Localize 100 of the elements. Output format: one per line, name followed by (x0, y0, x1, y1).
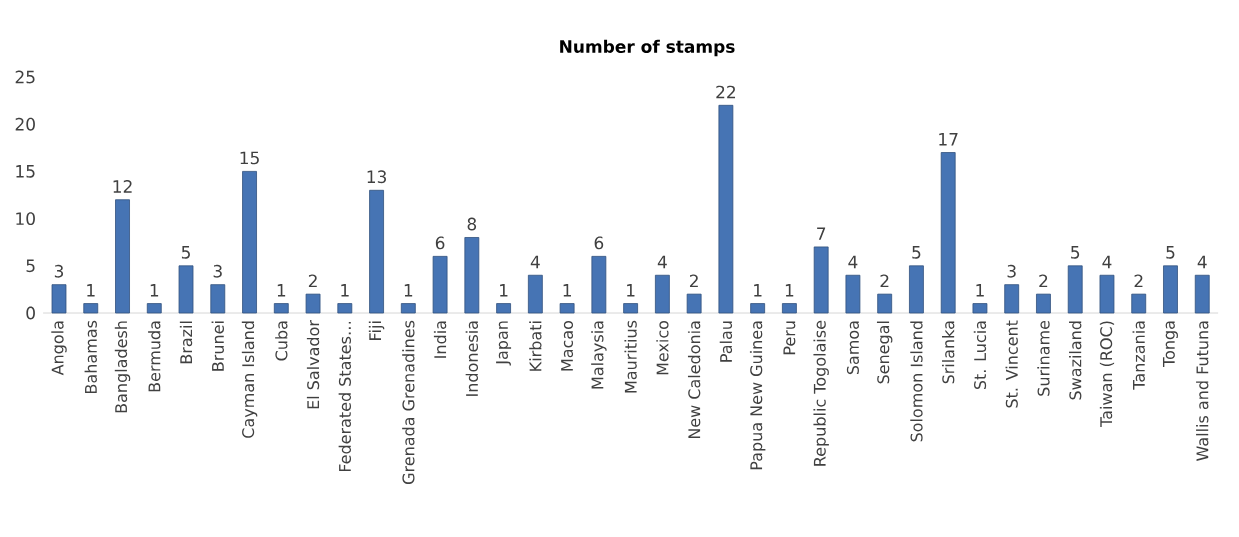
data-label: 4 (1102, 255, 1112, 269)
x-tick-label: Mauritius (624, 320, 637, 393)
data-label: 5 (1071, 246, 1080, 259)
bar (1036, 293, 1051, 314)
bar (654, 274, 670, 314)
data-label: 7 (817, 227, 826, 240)
bar (400, 303, 416, 314)
bar (686, 293, 702, 314)
x-tick-label: El Salvador (306, 320, 320, 409)
bar (813, 246, 829, 314)
x-tick-label: Cuba (275, 321, 288, 361)
data-label: 3 (1007, 264, 1016, 278)
data-label: 1 (563, 284, 571, 297)
x-tick-label: Bahamas (84, 320, 97, 393)
data-label: 4 (1197, 255, 1207, 269)
x-tick-label: Senegal (876, 321, 893, 384)
x-tick-label: Srilanka (942, 321, 955, 384)
data-label: 2 (880, 274, 889, 288)
data-label: 1 (754, 284, 762, 297)
x-tick-label: St. Vincent (1005, 320, 1018, 408)
bar (178, 265, 194, 314)
x-tick-label: Swaziland (1069, 321, 1082, 400)
x-tick-label: Indonesia (465, 321, 479, 396)
x-tick-label: Malaysia (591, 321, 607, 389)
x-tick-label: Suriname (1037, 320, 1050, 396)
data-label: 1 (500, 284, 508, 297)
bar (337, 303, 353, 314)
data-label: 6 (435, 236, 445, 250)
x-tick-label: Federated States… (338, 321, 351, 472)
x-tick-label: Bermuda (148, 321, 161, 392)
bar (1099, 274, 1115, 314)
y-tick-label: 15 (16, 165, 35, 178)
x-tick-label: Tanzania (1132, 321, 1145, 390)
data-label: 1 (404, 284, 413, 297)
data-label: 1 (341, 284, 349, 297)
x-tick-label: St. Lucia (973, 321, 987, 390)
chart-title: Number of stamps (560, 39, 735, 57)
data-label: 4 (848, 255, 858, 269)
bar (750, 303, 766, 314)
bar (464, 237, 480, 314)
data-label: 2 (1134, 274, 1143, 288)
bar (1067, 265, 1083, 314)
data-label: 2 (1039, 274, 1048, 288)
data-label: 5 (181, 246, 190, 259)
bar (591, 255, 607, 314)
x-tick-label: Macao (561, 320, 574, 371)
x-tick-label: Brazil (179, 321, 193, 364)
bar (273, 303, 289, 314)
data-label: 13 (367, 170, 387, 184)
data-label: 17 (939, 133, 958, 146)
data-label: 1 (785, 284, 794, 297)
x-tick-label: New Caledonia (687, 321, 701, 439)
x-tick-label: Mexico (656, 320, 669, 375)
x-tick-label: Taiwan (ROC) (1099, 321, 1115, 427)
bar (972, 303, 988, 314)
data-label: 1 (976, 284, 984, 297)
bar (369, 189, 384, 314)
bar (146, 303, 162, 314)
data-label: 3 (213, 264, 222, 278)
x-tick-label: Papua New Guinea (749, 321, 766, 470)
data-label: 5 (912, 246, 921, 259)
x-tick-label: Republic Togolaise (813, 320, 829, 466)
x-tick-label: Solomon Island (910, 321, 923, 442)
x-tick-label: Samoa (846, 321, 859, 375)
x-tick-label: Wallis and Futuna (1196, 321, 1209, 461)
y-tick-label: 5 (26, 259, 35, 273)
bar (305, 293, 321, 314)
y-tick-label: 20 (15, 117, 35, 131)
x-tick-label: Grenada Grenadines (402, 320, 415, 484)
bar (432, 255, 448, 314)
bar (1004, 284, 1020, 314)
data-label: 22 (716, 85, 736, 99)
data-label: 4 (657, 255, 667, 269)
data-label: 3 (54, 264, 64, 278)
x-tick-label: Palau (719, 321, 733, 362)
y-tick-label: 0 (26, 306, 35, 320)
bar (242, 171, 257, 314)
data-label: 4 (530, 255, 540, 269)
x-tick-label: Angola (51, 321, 67, 376)
data-label: 1 (277, 284, 286, 297)
data-label: 2 (689, 274, 698, 288)
data-label: 12 (113, 180, 132, 193)
bar (845, 274, 861, 314)
data-label: 5 (1166, 246, 1175, 259)
data-label: 8 (467, 217, 477, 231)
bar (210, 284, 226, 314)
bar (559, 303, 575, 314)
x-tick-label: Fiji (368, 321, 385, 340)
bar (623, 303, 639, 314)
bar (1131, 293, 1147, 314)
bar (909, 265, 924, 314)
bar (940, 152, 956, 314)
x-tick-label: Bangladesh (114, 321, 131, 413)
x-tick-label: India (433, 321, 447, 358)
bar (718, 104, 734, 314)
data-label: 1 (150, 284, 159, 297)
bar (877, 293, 893, 314)
x-tick-label: Cayman Island (241, 321, 258, 438)
data-label: 2 (308, 274, 317, 288)
data-label: 1 (87, 284, 95, 297)
